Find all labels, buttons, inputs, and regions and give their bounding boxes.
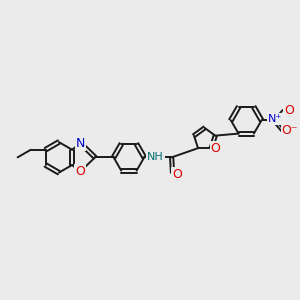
Text: O: O bbox=[172, 168, 182, 181]
Text: O: O bbox=[284, 103, 294, 116]
Text: NH: NH bbox=[147, 152, 164, 162]
Text: O: O bbox=[211, 142, 220, 155]
Text: O⁻: O⁻ bbox=[281, 124, 298, 137]
Text: N: N bbox=[76, 137, 85, 150]
Text: N⁺: N⁺ bbox=[268, 114, 282, 124]
Text: O: O bbox=[75, 165, 85, 178]
